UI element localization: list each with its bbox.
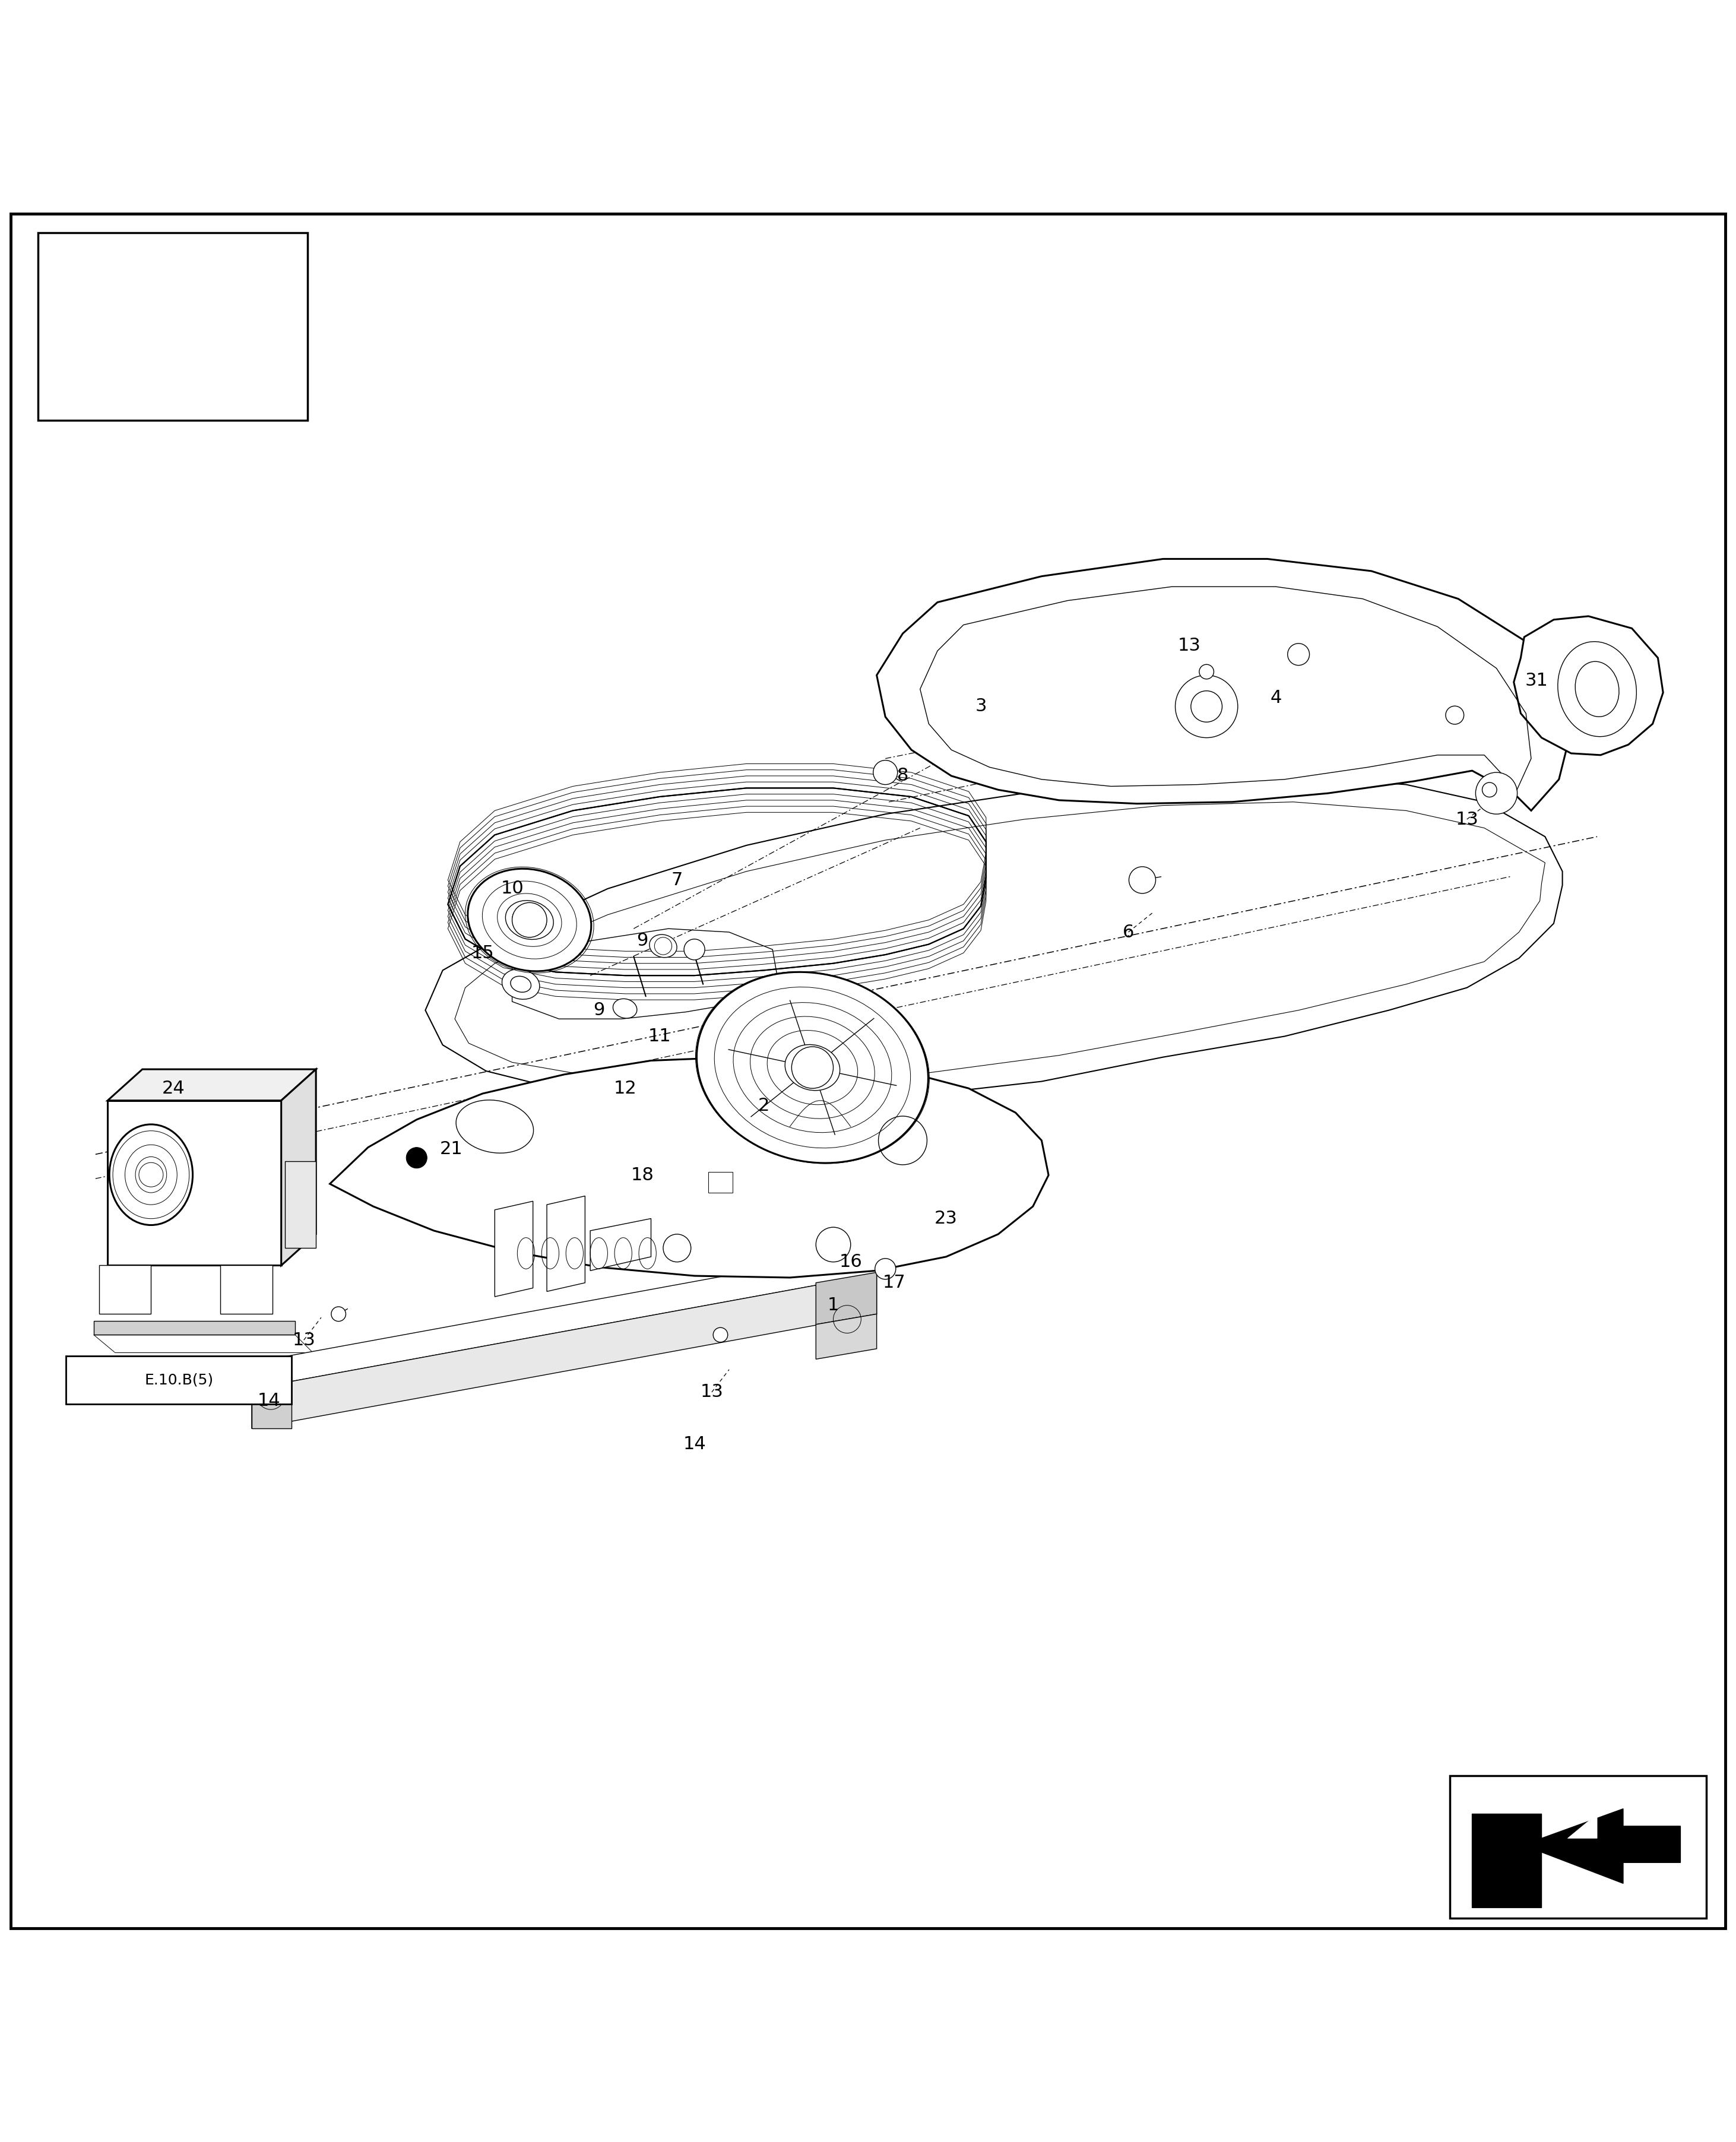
Polygon shape — [252, 1362, 292, 1429]
Ellipse shape — [785, 1045, 840, 1090]
Text: 14: 14 — [682, 1435, 707, 1452]
Text: 3: 3 — [976, 698, 986, 715]
Bar — [708, 1172, 733, 1193]
Ellipse shape — [510, 977, 531, 992]
Text: 13: 13 — [1455, 810, 1479, 829]
Text: 11: 11 — [648, 1028, 672, 1045]
Circle shape — [1200, 664, 1213, 679]
Text: 16: 16 — [838, 1253, 863, 1270]
Circle shape — [1191, 692, 1222, 722]
Text: 2: 2 — [759, 1097, 769, 1114]
Polygon shape — [1472, 1808, 1680, 1909]
Circle shape — [1483, 782, 1496, 797]
Text: 12: 12 — [613, 1080, 637, 1097]
Polygon shape — [1514, 617, 1663, 756]
Ellipse shape — [696, 972, 929, 1163]
Text: 14: 14 — [257, 1392, 281, 1409]
Text: 13: 13 — [292, 1332, 316, 1349]
Text: 8: 8 — [898, 767, 908, 784]
Polygon shape — [285, 1161, 316, 1249]
Bar — [66, 1356, 292, 1405]
Circle shape — [406, 1148, 427, 1167]
Text: 23: 23 — [934, 1210, 958, 1227]
Text: 9: 9 — [594, 1002, 604, 1020]
Bar — [1450, 1776, 1706, 1917]
Circle shape — [713, 1328, 727, 1343]
Bar — [38, 233, 307, 420]
Text: 15: 15 — [470, 945, 495, 962]
Circle shape — [792, 1047, 833, 1088]
Polygon shape — [108, 1101, 281, 1266]
Circle shape — [1476, 773, 1517, 814]
Text: 13: 13 — [700, 1384, 724, 1401]
Polygon shape — [252, 1274, 877, 1429]
Circle shape — [1288, 643, 1309, 666]
Circle shape — [512, 902, 547, 938]
Circle shape — [684, 938, 705, 960]
Text: 18: 18 — [630, 1167, 654, 1185]
Polygon shape — [94, 1322, 295, 1334]
Ellipse shape — [613, 998, 637, 1017]
Polygon shape — [590, 1219, 651, 1270]
Polygon shape — [495, 1202, 533, 1296]
Polygon shape — [108, 1069, 316, 1101]
Polygon shape — [1568, 1814, 1597, 1838]
Polygon shape — [877, 559, 1569, 810]
Text: 17: 17 — [882, 1274, 906, 1292]
Text: E.10.B(5): E.10.B(5) — [144, 1373, 214, 1388]
Polygon shape — [220, 1266, 273, 1313]
Ellipse shape — [467, 870, 592, 970]
Ellipse shape — [109, 1125, 193, 1225]
Text: 10: 10 — [500, 880, 524, 897]
Circle shape — [1175, 675, 1238, 737]
Circle shape — [875, 1259, 896, 1279]
Polygon shape — [816, 1313, 877, 1360]
Text: 21: 21 — [439, 1140, 464, 1157]
Ellipse shape — [502, 968, 540, 1000]
Text: 1: 1 — [828, 1296, 838, 1313]
Polygon shape — [252, 1249, 877, 1388]
Circle shape — [1128, 868, 1156, 893]
Polygon shape — [547, 1195, 585, 1292]
Text: 6: 6 — [1123, 923, 1134, 940]
Circle shape — [1446, 707, 1463, 724]
Text: 7: 7 — [672, 872, 682, 889]
Ellipse shape — [649, 934, 677, 957]
Text: 4: 4 — [1271, 690, 1281, 707]
Polygon shape — [99, 1266, 151, 1313]
Circle shape — [816, 1227, 851, 1262]
Text: 9: 9 — [637, 932, 648, 949]
Text: 31: 31 — [1524, 673, 1549, 690]
Polygon shape — [281, 1069, 316, 1266]
Polygon shape — [330, 1058, 1049, 1277]
Circle shape — [332, 1307, 345, 1322]
Circle shape — [873, 760, 898, 784]
Polygon shape — [816, 1272, 877, 1324]
Text: 24: 24 — [161, 1080, 186, 1097]
Text: 13: 13 — [1177, 636, 1201, 653]
